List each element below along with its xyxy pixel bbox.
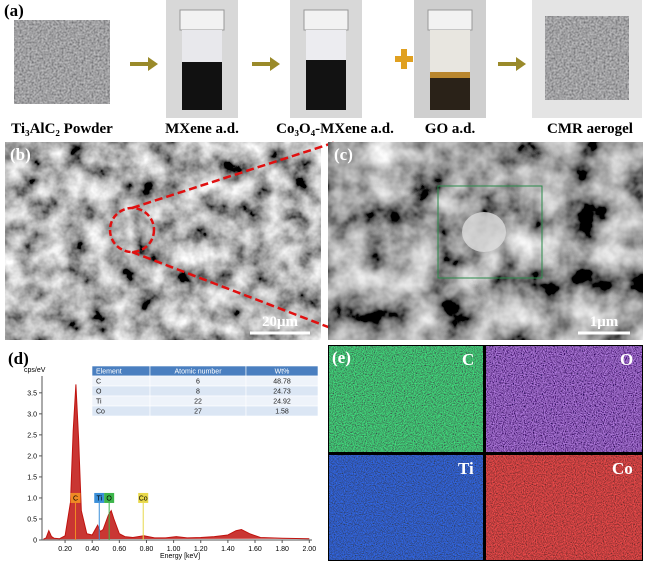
- zoom-box: [437, 185, 543, 279]
- panel-label: (a): [4, 1, 24, 20]
- sem-image: [5, 142, 321, 340]
- table-text: 22: [194, 399, 202, 406]
- table-header: Atomic number: [174, 369, 222, 376]
- x-tick-label: 1.80: [275, 546, 289, 553]
- peak-label-box: [70, 492, 81, 503]
- element-label: O: [620, 350, 633, 369]
- table-text: 24.92: [273, 399, 291, 406]
- element-map: [486, 455, 642, 560]
- table-text: 48.78: [273, 379, 291, 386]
- spectrum: [43, 384, 310, 540]
- scale-bar-label: 20μm: [262, 314, 299, 330]
- panel-a: (a) Ti₃AlC₂ Powder MXene a.d. Co₃O₄-MXen…: [0, 0, 648, 140]
- y-tick-label: 2.0: [27, 453, 37, 460]
- table-text: Ti: [96, 399, 102, 406]
- powder-photo: [14, 20, 110, 104]
- zoom-line: [131, 250, 337, 332]
- panel-e: (e) C O Ti Co: [328, 345, 643, 561]
- particle: [462, 212, 506, 252]
- peak-label: C: [73, 495, 78, 502]
- y-tick-label: 1.5: [27, 474, 37, 481]
- panel-label: (d): [8, 349, 29, 368]
- x-tick-label: 2.00: [302, 546, 316, 553]
- peak-label: Ti: [96, 495, 102, 502]
- y-tick-label: 2.5: [27, 432, 37, 439]
- panel-b: (b) 20μm: [5, 140, 337, 340]
- vial: [166, 0, 238, 118]
- panel-label: (c): [334, 145, 353, 164]
- table-text: Co: [96, 409, 105, 416]
- y-tick-label: 1.0: [27, 495, 37, 502]
- peak-label-box: [94, 492, 105, 503]
- table-text: C: [96, 379, 101, 386]
- step-label: MXene a.d.: [165, 121, 239, 137]
- scale-bar-label: 1μm: [590, 314, 619, 330]
- y-tick-label: 0.5: [27, 516, 37, 523]
- vial: [414, 0, 486, 118]
- table-cell: [245, 405, 319, 417]
- element-map: [329, 346, 483, 452]
- panel-label: (b): [10, 145, 31, 164]
- table-header: Element: [96, 369, 122, 376]
- x-tick-label: 1.40: [221, 546, 235, 553]
- y-tick-label: 3.5: [27, 390, 37, 397]
- element-label: Ti: [458, 459, 474, 478]
- x-tick-label: 0.60: [113, 546, 127, 553]
- panel-c: (c) 1μm: [328, 142, 643, 340]
- element-map: [329, 455, 483, 560]
- vial: [290, 0, 362, 118]
- peak-label: Co: [139, 495, 148, 502]
- plus-sign: [395, 49, 413, 69]
- x-tick-label: 1.60: [248, 546, 262, 553]
- peak-label-box: [104, 492, 115, 503]
- step-label: Ti₃AlC₂ Powder: [11, 121, 113, 137]
- table-header: Wt%: [275, 369, 290, 376]
- y-axis-label: cps/eV: [24, 367, 46, 374]
- aerogel-photo: [545, 16, 629, 100]
- peak-label-box: [138, 492, 149, 503]
- x-tick-label: 0.40: [85, 546, 99, 553]
- y-tick-label: 3.0: [27, 411, 37, 418]
- x-tick-label: 1.00: [167, 546, 181, 553]
- table-text: 1.58: [275, 409, 289, 416]
- x-tick-label: 1.20: [194, 546, 208, 553]
- element-label: Co: [612, 459, 633, 478]
- step-label: Co₃O₄-MXene a.d.: [276, 121, 394, 137]
- step-label: CMR aerogel: [547, 121, 633, 137]
- step-label: GO a.d.: [425, 121, 476, 137]
- arrows: [130, 57, 526, 71]
- y-tick-label: 0: [33, 538, 37, 545]
- element-map: [486, 346, 642, 452]
- table-text: 24.73: [273, 389, 291, 396]
- table-text: 27: [194, 409, 202, 416]
- x-axis-label: Energy [keV]: [160, 553, 200, 560]
- table-text: 8: [196, 389, 200, 396]
- x-tick-label: 0.20: [58, 546, 72, 553]
- element-label: C: [462, 350, 474, 369]
- panel-label: (e): [332, 348, 351, 367]
- peak-label: O: [106, 495, 112, 502]
- x-tick-label: 0.80: [140, 546, 154, 553]
- table-text: O: [96, 389, 102, 396]
- table-text: 6: [196, 379, 200, 386]
